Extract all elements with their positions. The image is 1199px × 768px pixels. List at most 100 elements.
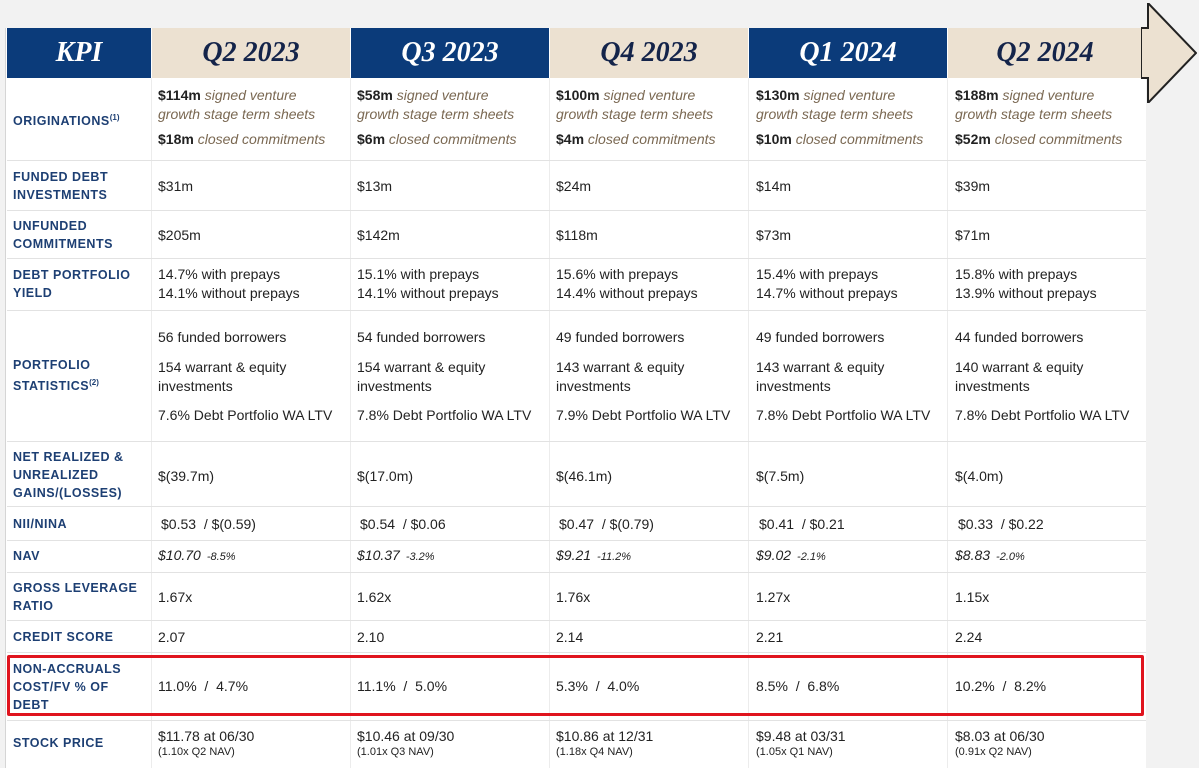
funded-cell: $13m bbox=[357, 166, 547, 206]
funded-cell: $24m bbox=[556, 166, 746, 206]
value: 44 funded borrowers bbox=[955, 328, 1084, 345]
stats-cell: 56 funded borrowers 154 warrant & equity i… bbox=[158, 324, 348, 428]
value: 1.62x bbox=[357, 588, 392, 605]
stats-cell: 44 funded borrowers 140 warrant & equity i… bbox=[955, 324, 1145, 428]
yield-cell: 15.6% with prepays 14.4% without prepays bbox=[556, 264, 746, 304]
closed-amount: $4m bbox=[556, 130, 585, 147]
unfunded-cell: $205m bbox=[158, 215, 348, 255]
credit-cell: 2.07 bbox=[158, 626, 348, 648]
row-label-unfunded: UNFUNDED COMMITMENTS bbox=[13, 215, 148, 255]
originations-cell: $58m signed venture growth stage term she… bbox=[357, 84, 547, 150]
stats-cell: 54 funded borrowers 154 warrant & equity i… bbox=[357, 324, 547, 428]
header-quarter: Q2 2024 bbox=[948, 28, 1142, 78]
label-text: GAINS/(LOSSES) bbox=[13, 486, 123, 500]
value: $39m bbox=[955, 177, 991, 194]
value: 14.7% with prepays bbox=[158, 266, 281, 282]
value: $71m bbox=[955, 226, 991, 243]
stats-cell: 49 funded borrowers 143 warrant & equity i… bbox=[556, 324, 746, 428]
nii-cell: $0.47 / $(0.79) bbox=[556, 513, 746, 535]
stock-cell: $9.48 at 03/31 (1.05x Q1 NAV) bbox=[756, 725, 946, 761]
value: $13m bbox=[357, 177, 393, 194]
value: 7.8% Debt Portfolio WA LTV bbox=[955, 406, 1130, 423]
value: $10.86 at 12/31 bbox=[556, 728, 654, 744]
value: $(39.7m) bbox=[158, 467, 215, 484]
value: 15.6% with prepays bbox=[556, 266, 679, 282]
label-text: FUNDED DEBT bbox=[13, 170, 109, 184]
value: 7.6% Debt Portfolio WA LTV bbox=[158, 406, 333, 423]
value: $118m bbox=[556, 226, 598, 243]
non-accruals-cell: 11.0% / 4.7% bbox=[158, 675, 348, 697]
nav-value: $10.37 bbox=[357, 546, 400, 563]
nav-cell: $8.83 -2.0% bbox=[955, 545, 1145, 567]
nii-cell: $0.41 / $0.21 bbox=[756, 513, 946, 535]
stock-cell: $10.46 at 09/30 (1.01x Q3 NAV) bbox=[357, 725, 547, 761]
value: 154 warrant & equity bbox=[357, 358, 486, 375]
value: $(46.1m) bbox=[556, 467, 613, 484]
value: 143 warrant & equity bbox=[556, 358, 685, 375]
funded-cell: $14m bbox=[756, 166, 946, 206]
label-text: CREDIT SCORE bbox=[13, 630, 114, 644]
value: 54 funded borrowers bbox=[357, 328, 486, 345]
closed-text: closed commitments bbox=[994, 130, 1123, 147]
nav-value: $8.83 bbox=[955, 546, 991, 563]
nav-change: -8.5% bbox=[206, 550, 236, 563]
row-label-gains: NET REALIZED & UNREALIZED GAINS/(LOSSES) bbox=[13, 447, 148, 503]
value: $0.47 / $(0.79) bbox=[559, 515, 654, 532]
yield-cell: 15.8% with prepays 13.9% without prepays bbox=[955, 264, 1145, 304]
stock-cell: $10.86 at 12/31 (1.18x Q4 NAV) bbox=[556, 725, 746, 761]
credit-cell: 2.14 bbox=[556, 626, 746, 648]
leverage-cell: 1.27x bbox=[756, 586, 946, 608]
column-divider bbox=[748, 78, 749, 768]
value: $0.54 / $0.06 bbox=[360, 515, 446, 532]
signed-text: signed venture bbox=[204, 86, 297, 103]
funded-cell: $31m bbox=[158, 166, 348, 206]
label-text: STATISTICS bbox=[13, 379, 90, 394]
footnote-marker: (2) bbox=[89, 378, 99, 388]
value: 143 warrant & equity bbox=[756, 358, 885, 375]
value: $142m bbox=[357, 226, 400, 243]
signed-amount: $188m bbox=[955, 86, 999, 103]
value: $0.41 / $0.21 bbox=[759, 515, 845, 532]
nav-value: $9.02 bbox=[756, 546, 792, 563]
value: 7.8% Debt Portfolio WA LTV bbox=[357, 406, 532, 423]
value: $10.46 at 09/30 bbox=[357, 728, 455, 744]
nii-cell: $0.33 / $0.22 bbox=[955, 513, 1145, 535]
row-divider bbox=[7, 210, 1146, 211]
value: 11.0% / 4.7% bbox=[158, 677, 249, 694]
value: 13.9% without prepays bbox=[955, 285, 1097, 301]
non-accruals-highlight-box bbox=[7, 655, 1144, 716]
value: 11.1% / 5.0% bbox=[357, 677, 448, 694]
value: $(4.0m) bbox=[955, 467, 1004, 484]
nav-multiple-note: (1.10x Q2 NAV) bbox=[158, 746, 235, 758]
nav-multiple-note: (1.01x Q3 NAV) bbox=[357, 746, 434, 758]
unfunded-cell: $142m bbox=[357, 215, 547, 255]
gains-cell: $(7.5m) bbox=[756, 465, 946, 487]
leverage-cell: 1.15x bbox=[955, 586, 1145, 608]
closed-amount: $10m bbox=[756, 130, 792, 147]
gains-cell: $(39.7m) bbox=[158, 465, 348, 487]
nav-value: $10.70 bbox=[158, 546, 201, 563]
value: 8.5% / 6.8% bbox=[756, 677, 840, 694]
label-text: PORTFOLIO bbox=[13, 358, 91, 373]
originations-cell: $100m signed venture growth stage term sh… bbox=[556, 84, 746, 150]
originations-cell: $114m signed venture growth stage term sh… bbox=[158, 84, 348, 150]
label-text: UNREALIZED bbox=[13, 468, 99, 482]
value: 2.24 bbox=[955, 628, 983, 645]
value: 14.7% without prepays bbox=[756, 285, 898, 301]
row-divider bbox=[7, 720, 1146, 721]
timeline-arrow-icon bbox=[1141, 3, 1197, 103]
leverage-cell: 1.62x bbox=[357, 586, 547, 608]
signed-text: growth stage term sheets bbox=[955, 105, 1113, 122]
non-accruals-cell: 11.1% / 5.0% bbox=[357, 675, 547, 697]
label-text: NAV bbox=[13, 549, 40, 563]
table-header: KPI Q2 2023 Q3 2023 Q4 2023 Q1 2024 Q2 2… bbox=[7, 28, 1147, 78]
stats-cell: 49 funded borrowers 143 warrant & equity i… bbox=[756, 324, 946, 428]
label-text: NII/NINA bbox=[13, 517, 67, 531]
funded-cell: $39m bbox=[955, 166, 1145, 206]
value: 140 warrant & equity bbox=[955, 358, 1084, 375]
signed-text: signed venture bbox=[603, 86, 696, 103]
value: investments bbox=[955, 377, 1030, 394]
signed-text: growth stage term sheets bbox=[158, 105, 316, 122]
yield-cell: 15.4% with prepays 14.7% without prepays bbox=[756, 264, 946, 304]
value: 1.67x bbox=[158, 588, 193, 605]
